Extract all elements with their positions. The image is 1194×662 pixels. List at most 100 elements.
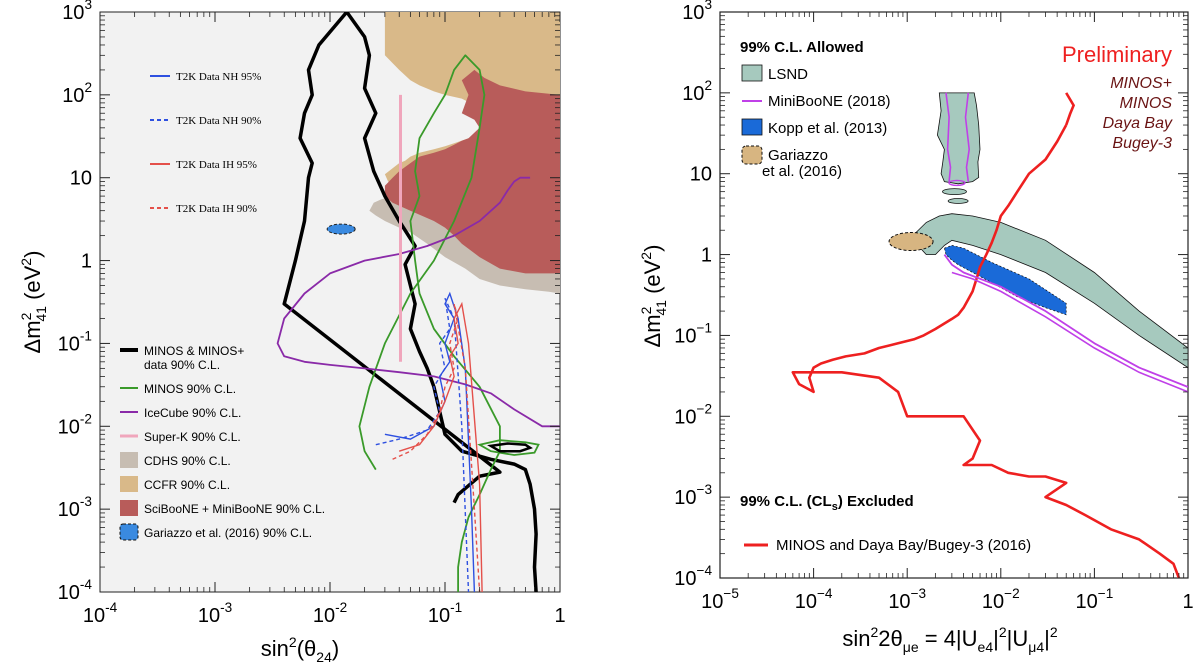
tick-exponent: -2 bbox=[80, 411, 92, 426]
legend-top-label-3: T2K Data IH 95% bbox=[176, 159, 257, 171]
right-x-tick-label: 10−4 bbox=[795, 586, 833, 613]
allowed-legend-label-4: Gariazzo bbox=[768, 147, 828, 164]
legend-bottom-swatch-6 bbox=[120, 476, 138, 492]
tick-base: 10 bbox=[58, 499, 80, 521]
tick-base: 10 bbox=[982, 591, 1004, 613]
tick-base: 10 bbox=[701, 591, 723, 613]
legend-bottom-label-4: Super-K 90% C.L. bbox=[144, 430, 241, 444]
right-y-tick-label: 10−3 bbox=[674, 482, 712, 509]
right-x-tick-label: 10−5 bbox=[701, 586, 739, 613]
left-y-tick-label: 10 bbox=[70, 168, 92, 190]
tick-base: 10 bbox=[674, 568, 696, 590]
left-x-tick-label: 10-2 bbox=[313, 600, 347, 627]
legend-bottom-label-6: CCFR 90% C.L. bbox=[144, 478, 230, 492]
right-legend-allowed: LSND MiniBooNE (2018) Kopp et al. (2013) Ga… bbox=[741, 64, 891, 180]
legend-top-label-2: T2K Data NH 90% bbox=[176, 115, 261, 127]
left-chart: 10-4 10-3 10-2 10-1 110-410-310-210-11101021… bbox=[18, 0, 566, 662]
left-y-tick-label: 1 bbox=[81, 251, 92, 273]
gariazzo-region bbox=[888, 232, 934, 252]
left-x-tick-label-last: 1 bbox=[554, 605, 565, 627]
tick-exponent: -4 bbox=[105, 600, 118, 615]
excluded-title: 99% C.L. (CLs) Excluded bbox=[740, 493, 914, 513]
miniboone-island-right-line bbox=[964, 92, 971, 182]
annotation-line-3: Daya Bay bbox=[1103, 115, 1173, 132]
tick-exponent: 2 bbox=[704, 78, 712, 93]
tick-exponent: −3 bbox=[911, 586, 927, 601]
tick-exponent: -1 bbox=[450, 600, 462, 615]
right-x-tick-label: 10−1 bbox=[1076, 586, 1114, 613]
right-y-tick-label: 1 bbox=[701, 245, 712, 267]
tick-exponent: −4 bbox=[817, 586, 833, 601]
tick-exponent: 3 bbox=[704, 0, 712, 12]
tick-base: 10 bbox=[428, 605, 450, 627]
left-y-tick-label: 10-4 bbox=[58, 577, 93, 604]
miniboone-island-left-line bbox=[945, 92, 952, 182]
tick-base: 10 bbox=[62, 85, 84, 107]
preliminary-annotation: Preliminary bbox=[1062, 42, 1172, 67]
left-t2k-contours bbox=[375, 291, 483, 592]
tick-base: 10 bbox=[62, 2, 84, 24]
tick-base: 10 bbox=[58, 582, 80, 604]
tick-base: 10 bbox=[682, 2, 704, 24]
left-x-tick-label: 10-3 bbox=[198, 600, 232, 627]
tick-base: 10 bbox=[198, 605, 220, 627]
tick-base: 10 bbox=[83, 605, 105, 627]
legend-bottom-swatch-8 bbox=[119, 523, 139, 541]
annotation-line-2: MINOS bbox=[1120, 95, 1173, 112]
legend-bottom-label-1: MINOS & MINOS+ bbox=[144, 344, 244, 358]
minos-90-c-l-line bbox=[358, 54, 501, 592]
minos-island-line bbox=[477, 439, 540, 456]
tick-exponent: −1 bbox=[697, 320, 713, 335]
tick-base: 10 bbox=[313, 605, 335, 627]
legend-bottom-label-2: MINOS 90% C.L. bbox=[144, 382, 236, 396]
tick-exponent: -3 bbox=[80, 494, 92, 509]
legend-bottom-swatch-5 bbox=[120, 452, 138, 468]
tick-exponent: −3 bbox=[697, 482, 713, 497]
allowed-legend-label-2: MiniBooNE (2018) bbox=[768, 93, 891, 110]
left-y-tick-label: 102 bbox=[62, 80, 92, 107]
miniboone-small-island bbox=[948, 179, 966, 187]
tick-exponent: -3 bbox=[220, 600, 232, 615]
excluded-legend-label: MINOS and Daya Bay/Bugey-3 (2016) bbox=[776, 537, 1031, 554]
legend-bottom-label-3: IceCube 90% C.L. bbox=[144, 406, 241, 420]
lsnd-small-island-1 bbox=[942, 188, 967, 196]
annotation-line-4: Bugey-3 bbox=[1112, 135, 1172, 152]
allowed-legend-label-3: Kopp et al. (2013) bbox=[768, 120, 887, 137]
left-legend-bottom: MINOS & MINOS+data 90% C.L. MINOS 90% C.L… bbox=[119, 344, 325, 541]
right-y-tick-label: 10−4 bbox=[674, 563, 712, 590]
right-regions bbox=[888, 92, 1188, 369]
right-x-tick-label: 10−3 bbox=[888, 586, 926, 613]
right-ticks: 10−5 10−4 10−3 10−2 10−1 110−410−310−210−1110… bbox=[674, 0, 1193, 613]
minos-plus-island-line bbox=[487, 442, 533, 453]
left-x-tick-label: 10-1 bbox=[428, 600, 462, 627]
t2k-nh-90-line bbox=[375, 298, 470, 592]
tick-exponent: −1 bbox=[1098, 586, 1114, 601]
left-y-tick-label: 10-1 bbox=[58, 328, 92, 355]
kopp-region bbox=[943, 245, 1067, 316]
left-x-tick-label: 10-4 bbox=[83, 600, 118, 627]
legend-bottom-label-1-line2: data 90% C.L. bbox=[144, 358, 220, 372]
experiment-annotation: MINOS+ MINOS Daya Bay Bugey-3 bbox=[1103, 75, 1173, 152]
right-y-tick-label: 10−2 bbox=[674, 401, 712, 428]
right-x-tick-label: 10−2 bbox=[982, 586, 1020, 613]
lsnd-island-region bbox=[936, 92, 981, 185]
legend-top-label-4: T2K Data IH 90% bbox=[176, 203, 257, 215]
left-ticks: 10-4 10-3 10-2 10-1 110-410-310-210-11101021… bbox=[58, 0, 566, 627]
lsnd-region bbox=[914, 213, 1188, 369]
left-y-tick-label: 10-2 bbox=[58, 411, 92, 438]
allowed-legend-label-4-line2: et al. (2016) bbox=[762, 163, 842, 180]
left-y-tick-label: 10-3 bbox=[58, 494, 92, 521]
gariazzo-region bbox=[326, 223, 356, 235]
miniboone-lower-line bbox=[951, 271, 1188, 393]
legend-bottom-label-8: Gariazzo et al. (2016) 90% C.L. bbox=[144, 526, 312, 540]
right-chart: 10−5 10−4 10−3 10−2 10−1 110−410−310−210−1110… bbox=[638, 0, 1194, 655]
right-y-tick-label: 102 bbox=[682, 78, 712, 105]
exclusion-upper-line bbox=[1064, 92, 1076, 126]
right-y-axis-label: Δm241 (eV2) bbox=[638, 245, 669, 348]
miniboone-2018-line bbox=[943, 254, 1188, 388]
tick-exponent: -4 bbox=[80, 577, 93, 592]
right-y-tick-label: 103 bbox=[682, 0, 712, 24]
right-x-axis-label: sin22θμe = 4|Ue4|2|Uμ4|2 bbox=[842, 624, 1057, 655]
legend-bottom-swatch-7 bbox=[120, 500, 138, 516]
